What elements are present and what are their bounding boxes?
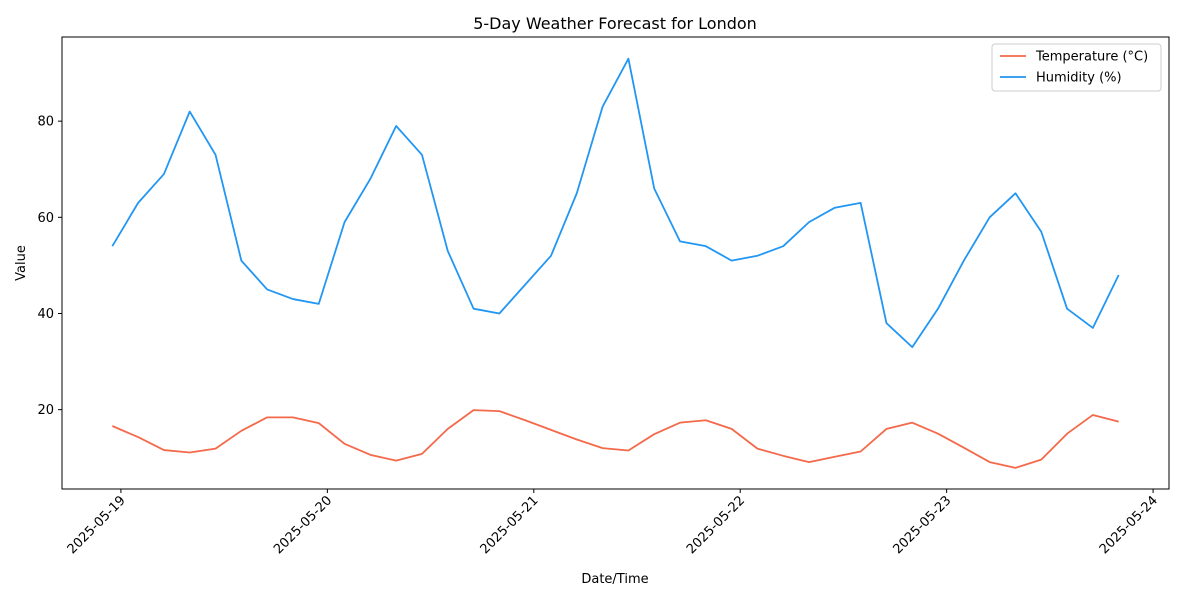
series-line-1 xyxy=(111,57,1120,349)
x-axis-label: Date/Time xyxy=(581,572,648,587)
y-tick-label: 20 xyxy=(37,403,54,418)
x-tick-label: 2025-05-24 xyxy=(1097,493,1161,557)
legend-label: Humidity (%) xyxy=(1036,71,1122,86)
y-tick-label: 80 xyxy=(37,115,54,130)
legend-label: Temperature (°C) xyxy=(1035,50,1148,65)
series-layer xyxy=(111,57,1120,469)
plot-frame xyxy=(61,36,1170,490)
x-tick-label: 2025-05-19 xyxy=(65,493,129,557)
y-axis-label: Value xyxy=(14,245,29,281)
x-tick-label: 2025-05-22 xyxy=(684,493,748,557)
x-tick-label: 2025-05-23 xyxy=(890,493,954,557)
y-axis: 20 40 60 80 xyxy=(37,115,62,418)
chart-title: 5-Day Weather Forecast for London xyxy=(473,14,757,33)
y-tick-label: 60 xyxy=(37,211,54,226)
series-line-0 xyxy=(111,409,1119,469)
x-tick-label: 2025-05-20 xyxy=(271,493,335,557)
y-tick-label: 40 xyxy=(37,307,54,322)
legend: Temperature (°C) Humidity (%) xyxy=(991,43,1162,92)
x-axis: 2025-05-19 2025-05-20 2025-05-21 2025-05-22… xyxy=(65,489,1161,557)
legend-frame xyxy=(991,43,1162,92)
x-tick-label: 2025-05-21 xyxy=(478,493,542,557)
